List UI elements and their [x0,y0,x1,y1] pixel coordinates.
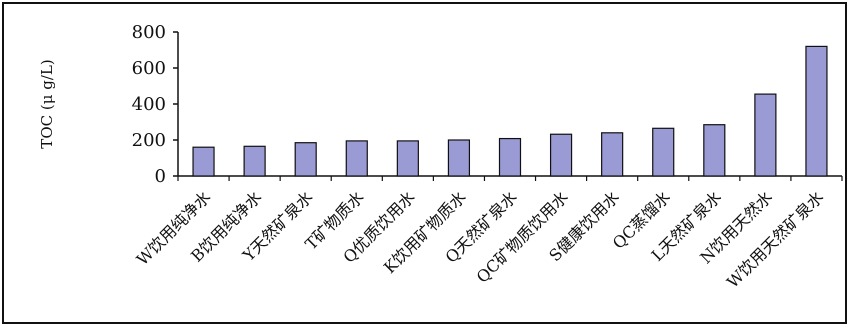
bar [806,46,827,176]
bar [244,146,265,176]
y-tick-label: 200 [132,130,166,151]
bar [755,94,776,176]
bar [551,134,572,176]
bar [295,143,316,176]
y-axis-label: TOC (μ g/L) [38,59,56,148]
bar [602,133,623,176]
x-tick-labels: W饮用纯净水B饮用纯净水Y天然矿泉水T矿物质水Q优质饮用水K饮用矿物质水Q天然矿… [133,187,828,291]
category-label: QC矿物质饮用水 [473,187,572,286]
y-tick-labels: 0 200 400 600 800 [132,22,166,187]
bar [704,125,725,176]
bar [500,139,521,176]
bars [193,46,827,176]
bar [653,128,674,176]
bar [193,147,214,176]
bar [397,141,418,176]
y-tick-label: 600 [132,58,166,79]
category-label: W饮用天然矿泉水 [723,187,827,291]
bar [346,141,367,176]
bar [448,140,469,176]
y-tick-label: 800 [132,22,166,43]
y-tick-label: 400 [132,94,166,115]
y-tick-label: 0 [155,166,166,187]
